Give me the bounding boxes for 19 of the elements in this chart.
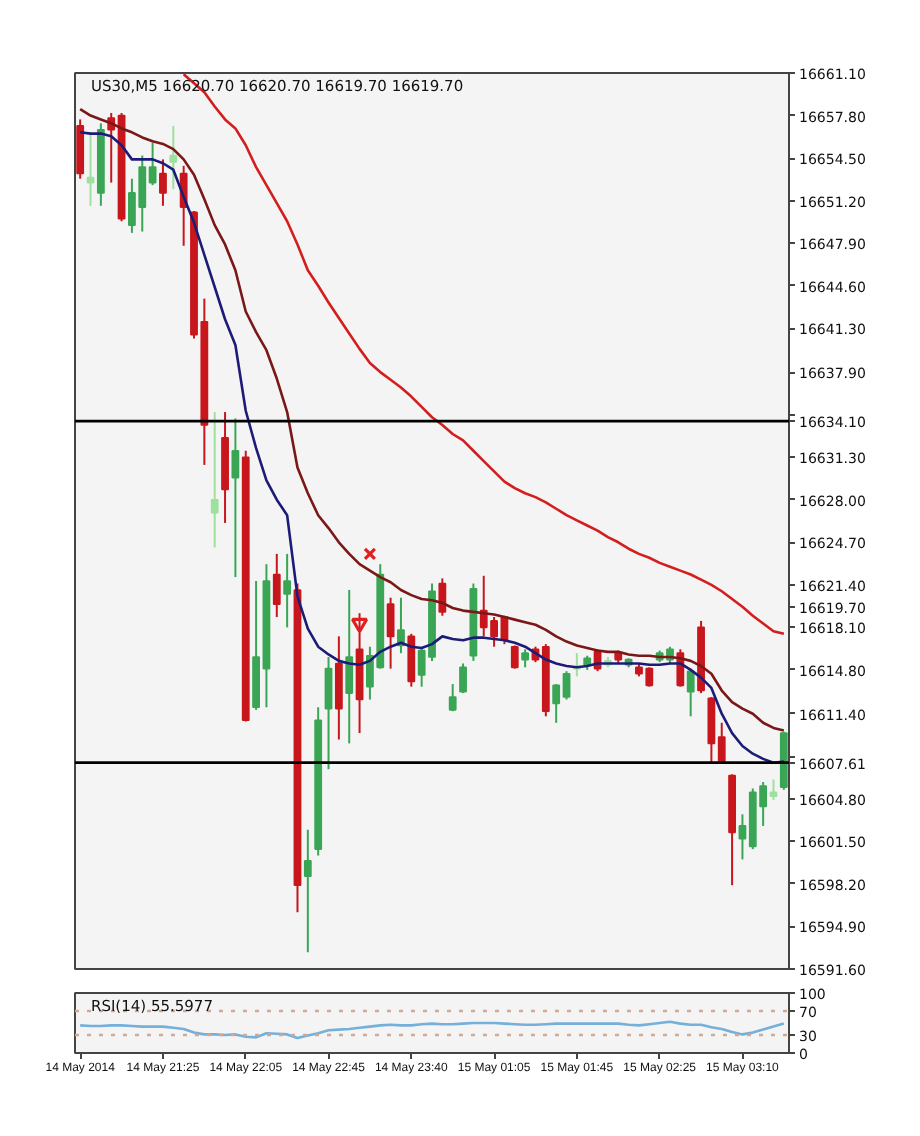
candlestick xyxy=(448,683,457,713)
candlestick xyxy=(521,648,530,669)
candlestick xyxy=(283,552,292,629)
candlestick xyxy=(686,667,695,718)
candlestick xyxy=(345,588,354,745)
candlestick xyxy=(169,124,178,191)
line-series xyxy=(78,1020,786,1040)
candlestick xyxy=(334,635,343,741)
candlestick xyxy=(76,118,85,180)
candlestick xyxy=(159,158,167,207)
candlestick xyxy=(231,417,240,579)
candlestick xyxy=(386,596,395,670)
candlestick xyxy=(272,552,281,619)
candlestick xyxy=(459,662,467,695)
candlestick xyxy=(438,577,447,617)
candlestick xyxy=(210,411,219,549)
candlestick xyxy=(303,828,312,954)
candlestick xyxy=(510,644,519,670)
candlestick xyxy=(407,632,416,688)
